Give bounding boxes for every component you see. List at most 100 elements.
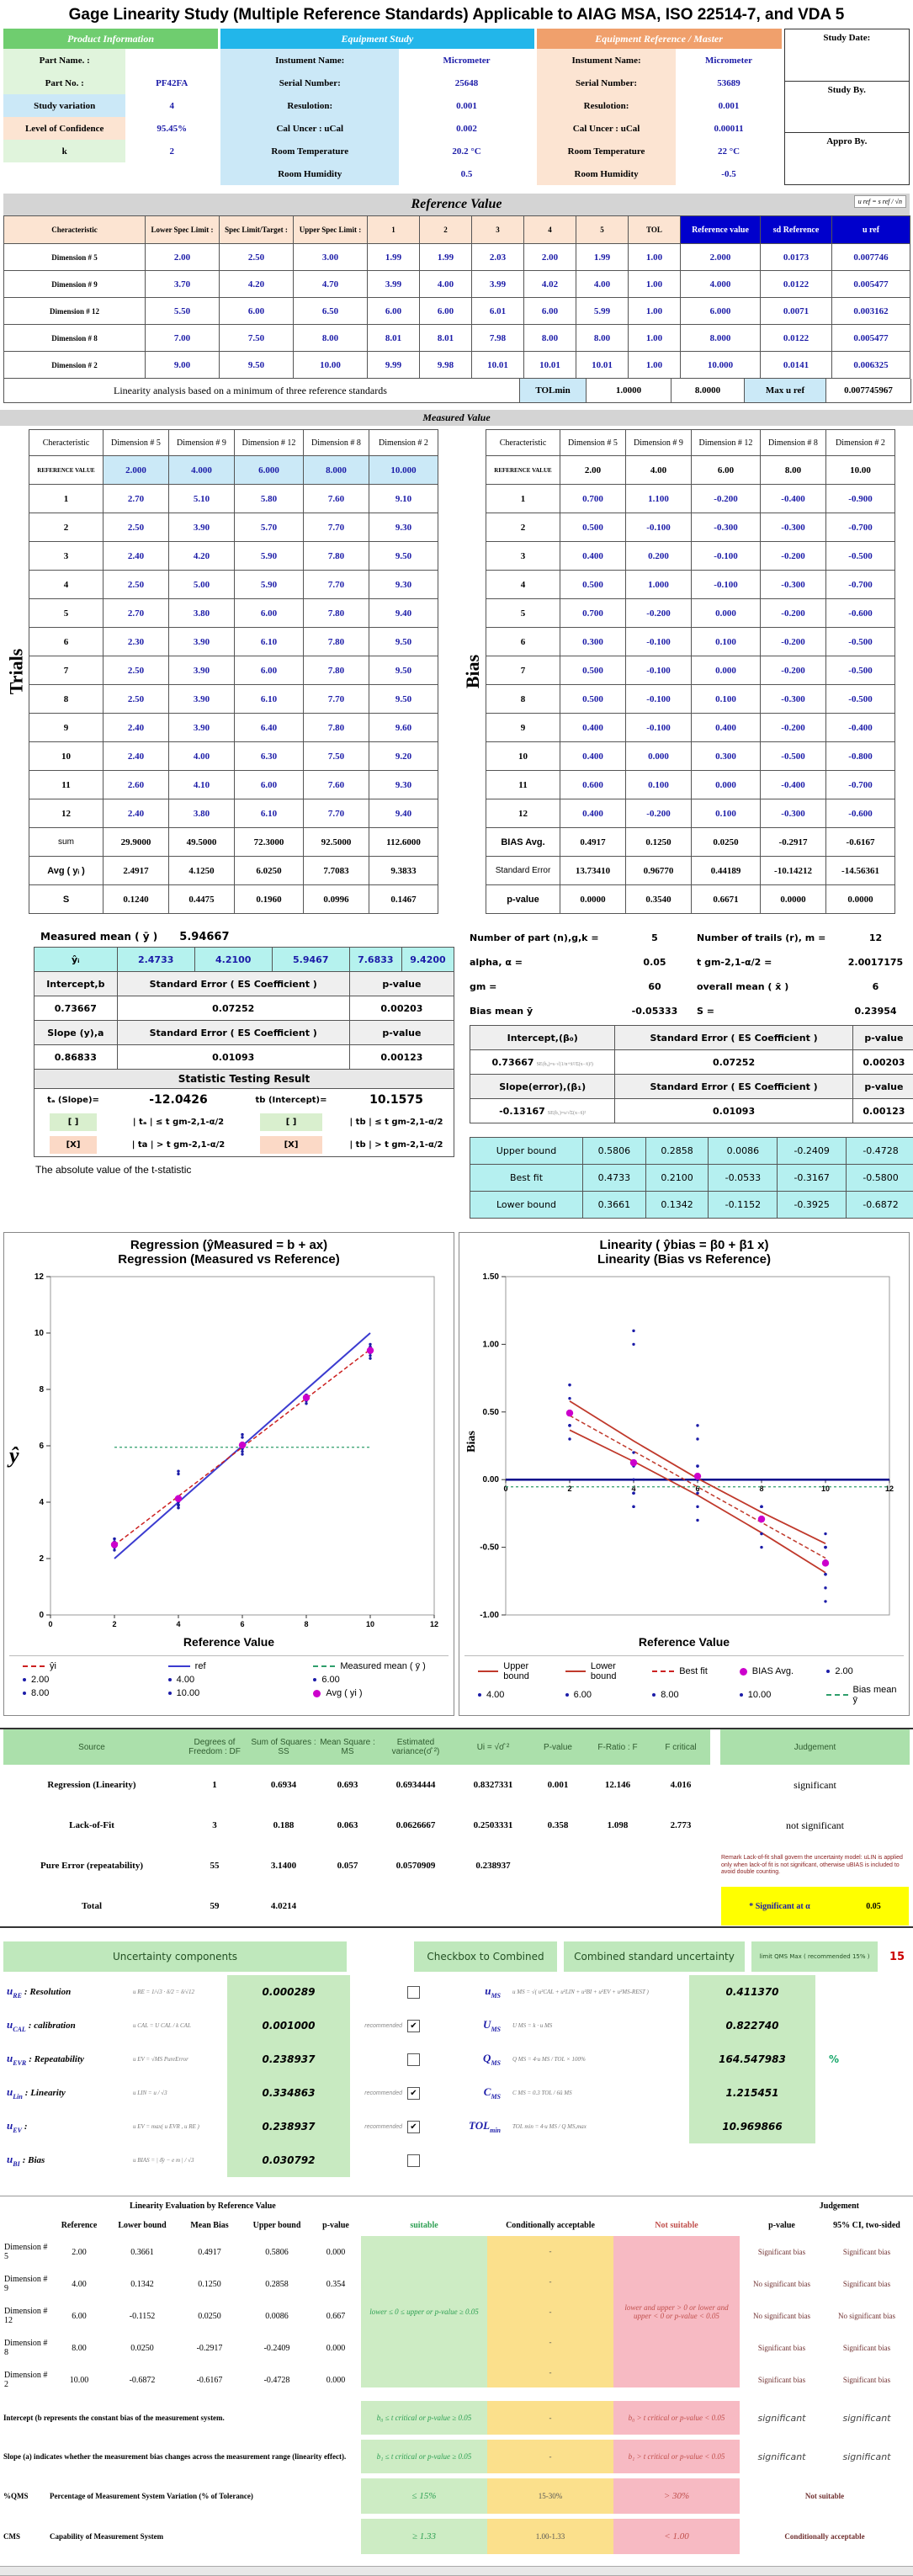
value-cell: 9.99 [368,352,420,379]
info-label: Cal Uncer : uCal [537,117,677,140]
trial-number: 1 [29,485,104,513]
reference-value-cell: 2.000 [104,456,169,485]
value-cell: 2.00 [524,244,576,271]
info-label: Cal Uncer : uCal [220,117,399,140]
bounds-value: 0.1342 [645,1192,709,1219]
value-cell: 4.20 [220,271,294,298]
legend-item: 6.00 [554,1683,641,1707]
value-cell: 7.70 [304,571,369,599]
value-cell: -0.300 [761,513,826,542]
dimension-label: Dimension # 12 [3,2300,50,2332]
svg-text:10: 10 [35,1329,45,1338]
summary-value: 9.3833 [369,857,438,885]
equipment-master-box: Equipment Reference / Master Instument N… [537,29,782,185]
reference-row-label: REFERENCE VALUE [29,456,104,485]
summary-value: 0.4917 [560,828,626,857]
info-row-item: Instument Name:Micrometer [537,49,782,72]
anova-value: 2.773 [651,1805,710,1846]
combine-checkbox[interactable]: ✔ [407,2121,420,2133]
bias-axis-label: Bias [460,429,486,914]
evaluation-value: 4.00 [50,2268,109,2300]
anova-column-header: F critical [651,1729,710,1765]
anova-value [651,1886,710,1926]
u-label: : calibration [29,2021,76,2031]
combined-name: CMS [452,2085,501,2101]
svg-text:0.00: 0.00 [483,1475,500,1485]
bounds-value: -0.0533 [709,1165,778,1192]
combined-formula: u MS = √( u²CAL + u²LIN + u²BI + u²EV + … [501,1989,689,1995]
evaluation-value: 0.000 [311,2332,361,2364]
pvalue-value: 0.00123 [349,1045,454,1070]
pvalue-value: 0.00123 [852,1099,913,1123]
bounds-label: Lower bound [470,1192,583,1219]
check-box: [ ] [50,1113,97,1131]
row-gap [710,1765,720,1805]
value-cell: 6.10 [235,628,304,656]
value-cell: 0.500 [560,656,626,685]
info-row-item: Serial Number:53689 [537,72,782,94]
uncertainty-value: 0.238937 [227,2110,350,2143]
svg-text:0.50: 0.50 [483,1408,500,1417]
combine-checkbox[interactable] [407,2053,420,2066]
combine-checkbox[interactable]: ✔ [407,2020,420,2032]
u-subscript: EV [13,2127,22,2135]
coefficient-description: Intercept (b represents the constant bia… [3,2401,361,2435]
info-label: Serial Number: [220,72,399,94]
check-box: [X] [50,1136,97,1154]
combine-checkbox[interactable] [407,2154,420,2167]
check-box: [X] [260,1136,322,1154]
recommended-label: recommended [350,2090,407,2096]
anova-column-header: Source [3,1729,180,1765]
dash-mark: - [549,2308,552,2316]
summary-value: 2.4917 [104,857,169,885]
combine-checkbox[interactable] [407,1986,420,1999]
summary-label: BIAS Avg. [486,828,560,857]
value-cell: 7.70 [304,685,369,714]
coef-name: Slope (y),a [35,1021,118,1045]
dot-swatch [652,1693,656,1697]
combined-subscript: MS [491,2026,501,2034]
anova-column-header: P-value [532,1729,584,1765]
recommended-label: recommended [350,2124,407,2130]
svg-text:1.00: 1.00 [483,1340,500,1349]
info-value: 0.00011 [676,117,781,140]
suitable-condition: lower ≤ 0 ≤ upper or p-value ≥ 0.05 [361,2236,487,2387]
pvalue-header: p-value [852,1075,913,1099]
chart-title-line2: Regression (Measured vs Reference) [4,1252,454,1267]
bounds-value: 0.0086 [709,1138,778,1165]
chart-title-line2: Linearity (Bias vs Reference) [459,1252,909,1267]
combined-subscript: min [490,2127,501,2135]
combined-formula: U MS = k · u MS [501,2022,689,2029]
combined-value: 0.411370 [689,1975,815,2009]
anova-judgement: significant [720,1765,910,1805]
combine-checkbox[interactable]: ✔ [407,2087,420,2100]
value-cell: 2.50 [104,571,169,599]
metric-judgement: Not suitable [740,2478,910,2514]
value-cell: 6.00 [235,771,304,799]
column-header: Dimension # 9 [169,430,235,456]
evaluation-value: -0.2917 [176,2332,243,2364]
